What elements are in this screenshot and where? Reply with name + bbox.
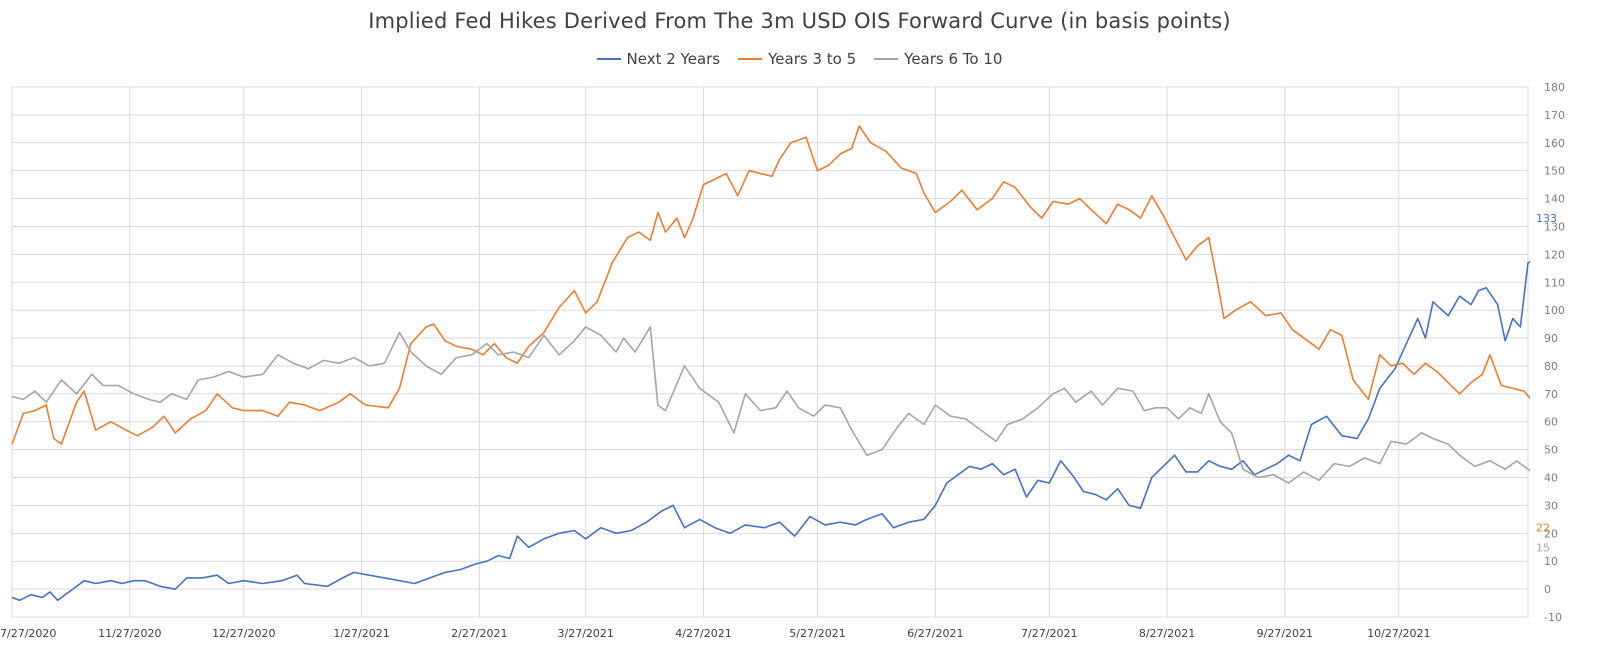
legend-item-years-3-to-5: Years 3 to 5 [738,50,856,68]
y-tick-label: 160 [1544,137,1565,150]
legend-item-years-6-to-10: Years 6 To 10 [874,50,1002,68]
x-tick-label: 7/27/2020 [0,627,56,640]
y-tick-label: -10 [1544,611,1562,624]
y-tick-label: 170 [1544,109,1565,122]
y-tick-label: 70 [1544,388,1558,401]
y-tick-label: 110 [1544,276,1565,289]
y-tick-label: 150 [1544,165,1565,178]
legend-label: Years 6 To 10 [904,50,1003,68]
x-tick-label: 5/27/2021 [789,627,845,640]
legend: Next 2 Years Years 3 to 5 Years 6 To 10 [0,50,1599,68]
x-tick-label: 3/27/2021 [558,627,614,640]
y-tick-label: 40 [1544,472,1558,485]
x-tick-label: 2/27/2021 [451,627,507,640]
end-label-years-3-to-5: 22 [1536,522,1550,535]
x-tick-label: 11/27/2020 [98,627,161,640]
legend-swatch [874,58,899,60]
y-tick-label: 130 [1544,220,1565,233]
y-tick-label: 0 [1544,583,1551,596]
y-tick-label: 20 [1544,527,1558,540]
x-tick-label: 9/27/2021 [1257,627,1313,640]
x-tick-label: 4/27/2021 [675,627,731,640]
x-tick-label: 12/27/2020 [212,627,275,640]
series-line-years-6-to-10 [11,326,1530,484]
y-tick-label: 120 [1544,248,1565,261]
end-label-years-6-to-10: 15 [1536,541,1550,554]
chart-title: Implied Fed Hikes Derived From The 3m US… [368,9,1231,33]
y-tick-label: 50 [1544,444,1558,457]
x-tick-label: 1/27/2021 [333,627,389,640]
y-tick-label: 140 [1544,193,1565,206]
y-tick-label: 30 [1544,499,1558,512]
legend-swatch [738,58,763,60]
series-line-years-3-to-5 [11,125,1530,445]
y-tick-label: 180 [1544,81,1565,94]
series-line-next-2-years [11,261,1530,602]
legend-label: Next 2 Years [626,50,721,68]
x-tick-label: 8/27/2021 [1139,627,1195,640]
y-tick-label: 80 [1544,360,1558,373]
end-label-next-2-years: 133 [1536,212,1557,225]
legend-swatch [596,58,621,60]
y-tick-label: 10 [1544,555,1558,568]
legend-item-next-2-years: Next 2 Years [596,50,721,68]
y-tick-label: 100 [1544,304,1565,317]
x-tick-label: 10/27/2021 [1367,627,1430,640]
y-tick-label: 90 [1544,332,1558,345]
legend-label: Years 3 to 5 [768,50,857,68]
x-tick-label: 6/27/2021 [907,627,963,640]
x-tick-label: 7/27/2021 [1021,627,1077,640]
y-tick-label: 60 [1544,416,1558,429]
